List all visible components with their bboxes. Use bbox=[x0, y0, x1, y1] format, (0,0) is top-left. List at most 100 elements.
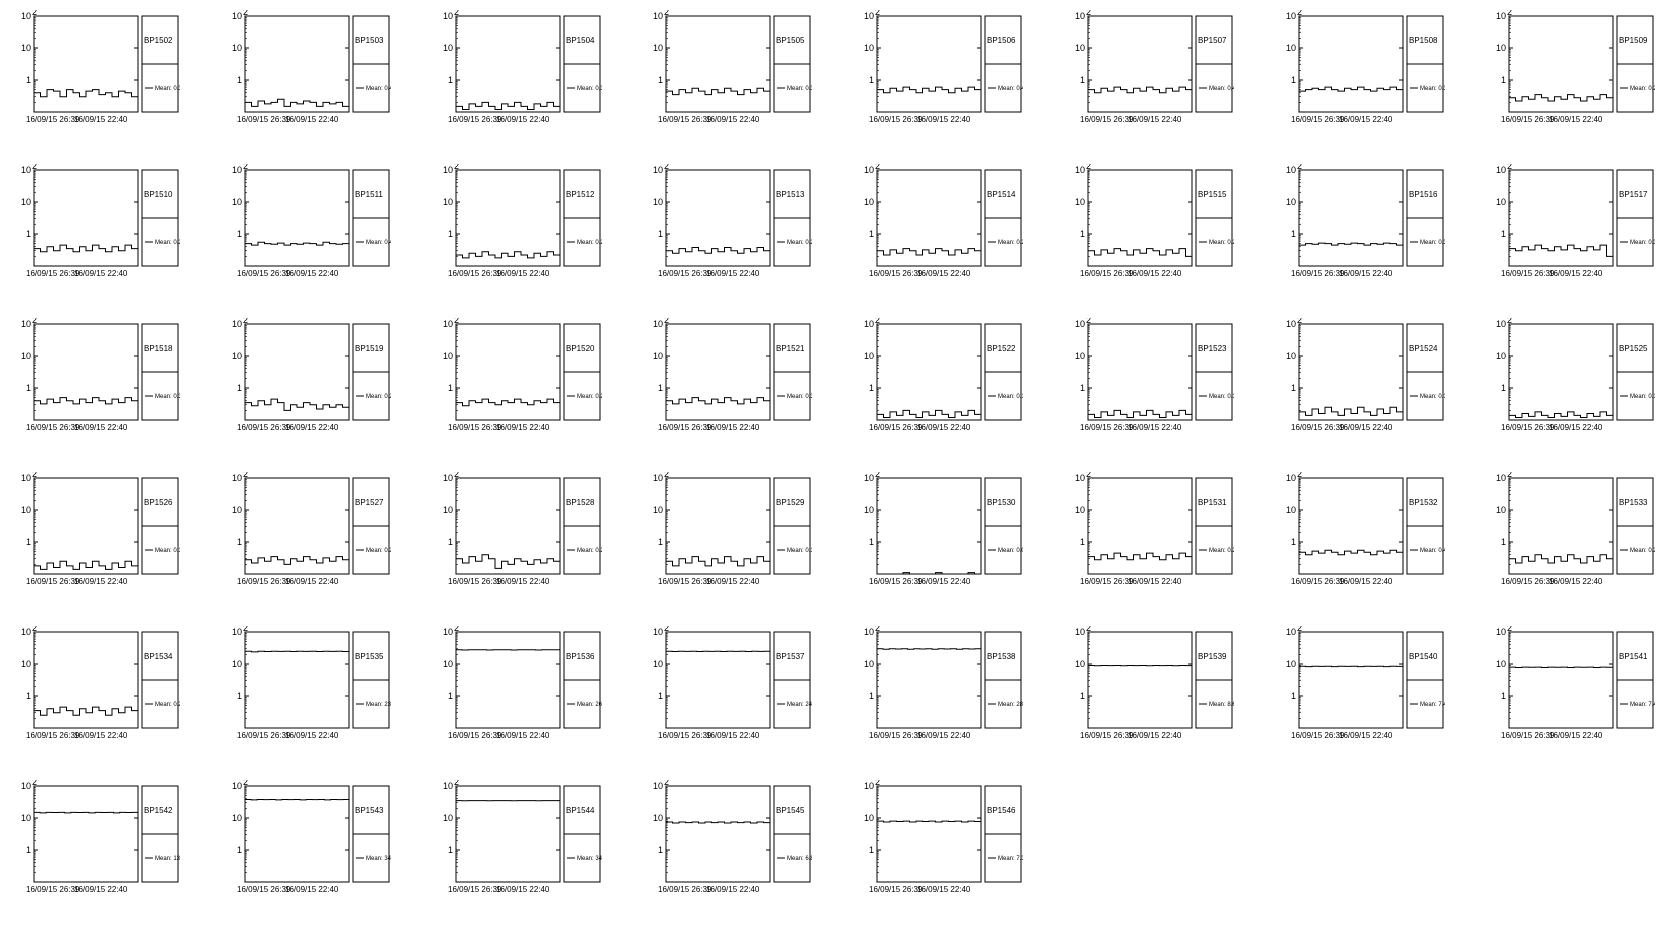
chart-svg: 11010216/09/15 26:3916/09/15 22:40BP1527… bbox=[221, 472, 391, 606]
chart-panel: 11010216/09/15 26:3916/09/15 22:40BP1540… bbox=[1275, 626, 1450, 756]
svg-text:10: 10 bbox=[21, 627, 31, 637]
mean-label: Mean: 0.43 bbox=[366, 86, 391, 92]
svg-text:16/09/15 26:39: 16/09/15 26:39 bbox=[1291, 577, 1345, 586]
svg-text:10: 10 bbox=[1496, 319, 1506, 329]
svg-text:2: 2 bbox=[1507, 318, 1512, 325]
svg-text:10: 10 bbox=[232, 659, 242, 669]
svg-text:10: 10 bbox=[21, 781, 31, 791]
svg-text:1: 1 bbox=[869, 537, 874, 547]
svg-text:16/09/15 26:39: 16/09/15 26:39 bbox=[1501, 269, 1555, 278]
mean-label: Mean: 0.23 bbox=[1209, 240, 1234, 246]
svg-text:1: 1 bbox=[1290, 691, 1295, 701]
panel-id-label: BP1516 bbox=[1409, 190, 1438, 199]
panel-id-label: BP1526 bbox=[144, 498, 173, 507]
svg-text:10: 10 bbox=[1075, 659, 1085, 669]
svg-text:1: 1 bbox=[447, 845, 452, 855]
svg-text:1: 1 bbox=[1290, 383, 1295, 393]
svg-text:10: 10 bbox=[1496, 473, 1506, 483]
svg-text:16/09/15 22:40: 16/09/15 22:40 bbox=[1339, 423, 1393, 432]
mean-label: Mean: 0.23 bbox=[577, 548, 602, 554]
svg-text:2: 2 bbox=[1297, 318, 1302, 325]
svg-text:10: 10 bbox=[442, 165, 452, 175]
svg-text:2: 2 bbox=[32, 164, 37, 171]
svg-text:2: 2 bbox=[1086, 472, 1091, 479]
mean-label: Mean: 0.32 bbox=[155, 86, 180, 92]
chart-panel: 11010216/09/15 26:3916/09/15 22:40BP1523… bbox=[1064, 318, 1239, 448]
chart-svg: 11010216/09/15 26:3916/09/15 22:40BP1511… bbox=[221, 164, 391, 298]
svg-text:16/09/15 22:40: 16/09/15 22:40 bbox=[1339, 115, 1393, 124]
svg-text:10: 10 bbox=[1285, 319, 1295, 329]
panel-id-label: BP1512 bbox=[566, 190, 595, 199]
svg-text:16/09/15 22:40: 16/09/15 22:40 bbox=[1128, 577, 1182, 586]
chart-panel: 11010216/09/15 26:3916/09/15 22:40BP1502… bbox=[10, 10, 185, 140]
svg-text:2: 2 bbox=[875, 626, 880, 633]
svg-text:10: 10 bbox=[21, 165, 31, 175]
svg-text:10: 10 bbox=[232, 351, 242, 361]
mean-label: Mean: 0.12 bbox=[998, 394, 1023, 400]
svg-text:16/09/15 22:40: 16/09/15 22:40 bbox=[1339, 731, 1393, 740]
svg-text:10: 10 bbox=[232, 165, 242, 175]
chart-svg: 11010216/09/15 26:3916/09/15 22:40BP1509… bbox=[1485, 10, 1655, 144]
svg-text:2: 2 bbox=[664, 472, 669, 479]
svg-text:10: 10 bbox=[1496, 165, 1506, 175]
chart-panel: 11010216/09/15 26:3916/09/15 22:40BP1537… bbox=[642, 626, 817, 756]
svg-text:10: 10 bbox=[442, 351, 452, 361]
chart-svg: 11010216/09/15 26:3916/09/15 22:40BP1545… bbox=[642, 780, 812, 914]
chart-panel: 11010216/09/15 26:3916/09/15 22:40BP1533… bbox=[1485, 472, 1660, 602]
svg-text:1: 1 bbox=[869, 383, 874, 393]
svg-text:16/09/15 22:40: 16/09/15 22:40 bbox=[1549, 269, 1603, 278]
svg-text:1: 1 bbox=[1290, 229, 1295, 239]
chart-svg: 11010216/09/15 26:3916/09/15 22:40BP1535… bbox=[221, 626, 391, 760]
panel-id-label: BP1540 bbox=[1409, 652, 1438, 661]
mean-label: Mean: 0.13 bbox=[155, 548, 180, 554]
svg-text:10: 10 bbox=[442, 505, 452, 515]
svg-text:10: 10 bbox=[864, 165, 874, 175]
svg-text:2: 2 bbox=[875, 472, 880, 479]
svg-text:16/09/15 26:39: 16/09/15 26:39 bbox=[448, 577, 502, 586]
svg-text:16/09/15 26:39: 16/09/15 26:39 bbox=[1501, 731, 1555, 740]
svg-text:2: 2 bbox=[243, 318, 248, 325]
panel-id-label: BP1530 bbox=[987, 498, 1016, 507]
svg-text:16/09/15 22:40: 16/09/15 22:40 bbox=[74, 731, 128, 740]
chart-panel: 11010216/09/15 26:3916/09/15 22:40BP1530… bbox=[853, 472, 1028, 602]
svg-text:1: 1 bbox=[1080, 383, 1085, 393]
mean-label: Mean: 6.8 bbox=[787, 856, 812, 862]
mean-label: Mean: 0.32 bbox=[155, 394, 180, 400]
chart-panel: 11010216/09/15 26:3916/09/15 22:40BP1504… bbox=[432, 10, 607, 140]
svg-text:10: 10 bbox=[21, 505, 31, 515]
svg-text:1: 1 bbox=[1501, 383, 1506, 393]
svg-text:10: 10 bbox=[21, 319, 31, 329]
chart-svg: 11010216/09/15 26:3916/09/15 22:40BP1534… bbox=[10, 626, 180, 760]
svg-text:10: 10 bbox=[1285, 659, 1295, 669]
svg-text:1: 1 bbox=[658, 845, 663, 855]
mean-label: Mean: 0.47 bbox=[366, 240, 391, 246]
svg-text:16/09/15 26:39: 16/09/15 26:39 bbox=[1501, 577, 1555, 586]
svg-text:16/09/15 26:39: 16/09/15 26:39 bbox=[26, 423, 80, 432]
panel-id-label: BP1544 bbox=[566, 806, 595, 815]
panel-id-label: BP1503 bbox=[355, 36, 384, 45]
svg-text:2: 2 bbox=[664, 626, 669, 633]
svg-text:16/09/15 26:39: 16/09/15 26:39 bbox=[1080, 577, 1134, 586]
svg-text:16/09/15 22:40: 16/09/15 22:40 bbox=[74, 577, 128, 586]
svg-text:16/09/15 22:40: 16/09/15 22:40 bbox=[285, 577, 339, 586]
mean-label: Mean: 8.6 bbox=[1209, 702, 1234, 708]
svg-text:16/09/15 26:39: 16/09/15 26:39 bbox=[658, 885, 712, 894]
chart-svg: 11010216/09/15 26:3916/09/15 22:40BP1518… bbox=[10, 318, 180, 452]
svg-text:2: 2 bbox=[454, 10, 459, 17]
svg-text:1: 1 bbox=[1290, 75, 1295, 85]
chart-svg: 11010216/09/15 26:3916/09/15 22:40BP1520… bbox=[432, 318, 602, 452]
svg-text:10: 10 bbox=[653, 351, 663, 361]
svg-text:16/09/15 22:40: 16/09/15 22:40 bbox=[1549, 423, 1603, 432]
chart-svg: 11010216/09/15 26:3916/09/15 22:40BP1524… bbox=[1275, 318, 1445, 452]
svg-text:2: 2 bbox=[243, 780, 248, 787]
chart-svg: 11010216/09/15 26:3916/09/15 22:40BP1503… bbox=[221, 10, 391, 144]
svg-text:16/09/15 26:39: 16/09/15 26:39 bbox=[26, 577, 80, 586]
svg-text:1: 1 bbox=[658, 383, 663, 393]
svg-text:16/09/15 22:40: 16/09/15 22:40 bbox=[1339, 269, 1393, 278]
panel-id-label: BP1508 bbox=[1409, 36, 1438, 45]
svg-text:10: 10 bbox=[653, 505, 663, 515]
chart-panel: 11010216/09/15 26:3916/09/15 22:40BP1508… bbox=[1275, 10, 1450, 140]
chart-svg: 11010216/09/15 26:3916/09/15 22:40BP1540… bbox=[1275, 626, 1445, 760]
panel-id-label: BP1541 bbox=[1619, 652, 1648, 661]
chart-grid: 11010216/09/15 26:3916/09/15 22:40BP1502… bbox=[10, 10, 1660, 910]
